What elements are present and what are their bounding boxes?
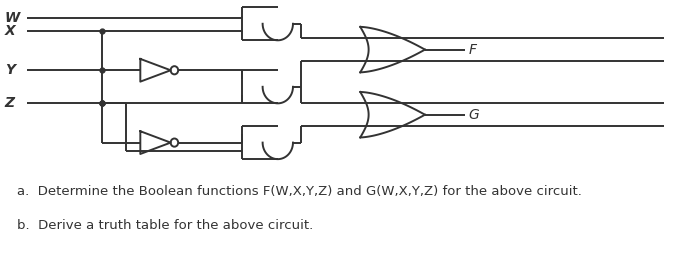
Text: a.  Determine the Boolean functions F(W,X,Y,Z) and G(W,X,Y,Z) for the above circ: a. Determine the Boolean functions F(W,X… — [17, 185, 582, 198]
Text: W: W — [5, 11, 20, 25]
Text: Y: Y — [5, 63, 15, 77]
Text: F: F — [468, 43, 477, 57]
Text: b.  Derive a truth table for the above circuit.: b. Derive a truth table for the above ci… — [17, 219, 314, 232]
Text: G: G — [468, 108, 479, 122]
Text: X: X — [5, 24, 15, 38]
Text: Z: Z — [5, 96, 15, 110]
